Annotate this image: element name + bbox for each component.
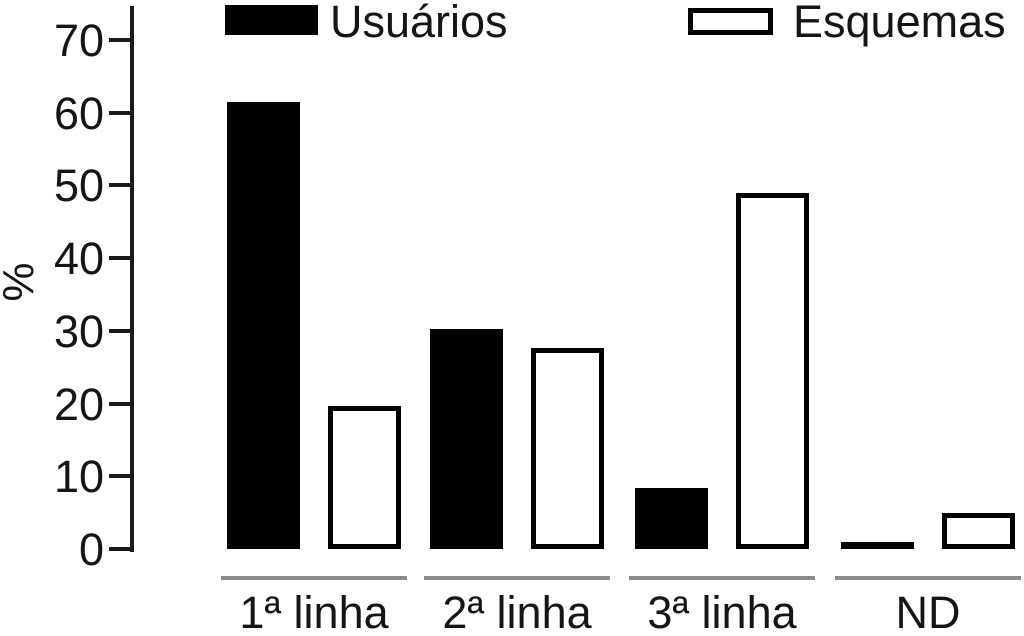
group-rule-nd <box>835 576 1021 580</box>
y-tick-label-50: 50 <box>53 160 104 212</box>
bar-esquemas-2a-linha <box>531 348 604 549</box>
y-tick-30 <box>109 328 131 333</box>
group-rule-3a-linha <box>629 576 815 580</box>
x-tick-label-2a-linha: 2ª linha <box>442 587 592 636</box>
bar-usuarios-3a-linha <box>635 488 708 549</box>
y-axis <box>130 6 134 552</box>
bar-usuarios-2a-linha <box>430 329 503 549</box>
legend-label-esquemas: Esquemas <box>793 0 1006 47</box>
y-tick-label-20: 20 <box>53 378 104 430</box>
bar-esquemas-1a-linha <box>328 406 401 549</box>
bar-esquemas-3a-linha <box>736 193 809 549</box>
y-tick-label-70: 70 <box>53 15 104 66</box>
legend-label-usuarios: Usuários <box>330 0 508 47</box>
y-tick-40 <box>109 256 131 261</box>
y-tick-70 <box>109 38 131 42</box>
group-rule-2a-linha <box>424 576 610 580</box>
x-tick-label-3a-linha: 3ª linha <box>647 587 797 636</box>
y-tick-label-0: 0 <box>78 524 104 575</box>
y-tick-label-10: 10 <box>53 451 104 503</box>
bar-usuarios-nd <box>841 542 914 549</box>
y-tick-20 <box>109 401 131 406</box>
y-tick-10 <box>109 474 131 479</box>
x-tick-label-nd: ND <box>895 587 961 636</box>
bar-esquemas-nd <box>942 513 1015 549</box>
x-tick-label-1a-linha: 1ª linha <box>239 587 389 636</box>
y-tick-label-40: 40 <box>53 233 104 285</box>
y-tick-label-60: 60 <box>53 87 104 139</box>
y-tick-50 <box>109 183 131 188</box>
bar-usuarios-1a-linha <box>227 102 300 549</box>
legend-swatch-esquemas <box>688 8 773 35</box>
legend-swatch-usuarios <box>225 5 318 35</box>
y-tick-0 <box>109 547 131 551</box>
y-tick-60 <box>109 110 131 115</box>
group-rule-1a-linha <box>221 576 407 580</box>
y-tick-label-30: 30 <box>53 305 104 357</box>
